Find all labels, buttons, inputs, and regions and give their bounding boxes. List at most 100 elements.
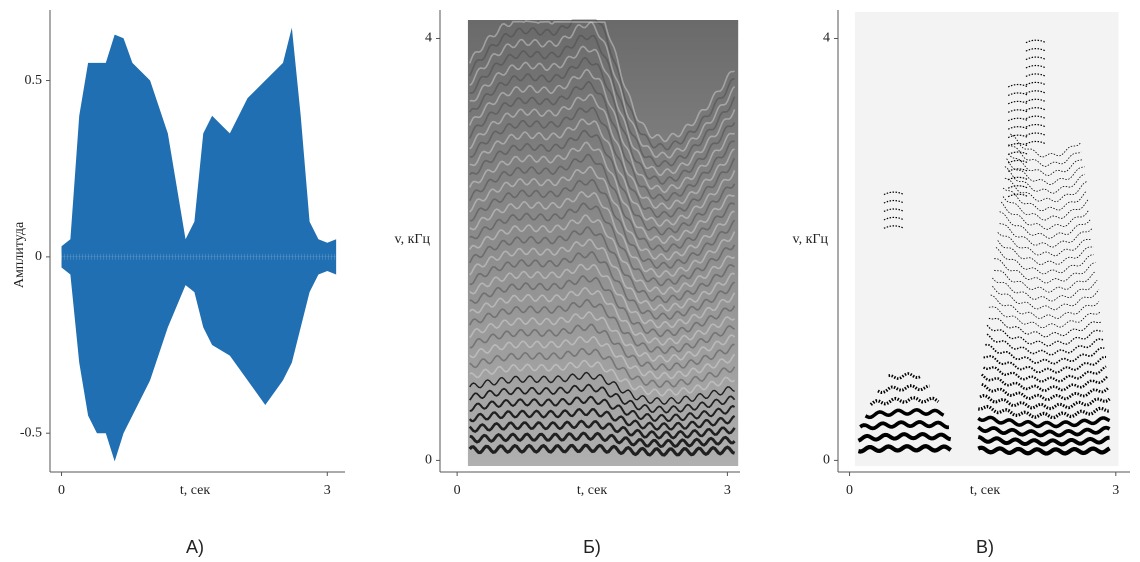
waveform-envelope <box>61 27 337 257</box>
spectrogram-harmonic <box>469 56 736 185</box>
spectrogram-harmonic <box>469 263 736 329</box>
binary-blob <box>1007 142 1029 147</box>
binary-harmonic <box>977 445 1111 456</box>
binary-harmonic <box>979 394 1111 411</box>
binary-blob <box>1025 56 1047 61</box>
spectrogram-harmonic <box>469 21 736 159</box>
spectrogram-harmonic <box>469 359 736 397</box>
binary-harmonic <box>864 407 945 420</box>
binary-harmonic <box>981 383 1109 402</box>
spectrogram-harmonic <box>469 251 736 321</box>
binary-blob <box>1007 92 1029 96</box>
x-axis-label: t, сек <box>970 483 1000 498</box>
spectrogram-harmonic <box>469 323 735 371</box>
x-tick-label: 0 <box>58 483 65 498</box>
binary-blob <box>1025 90 1047 94</box>
binary-blob <box>1007 151 1029 156</box>
binary-harmonic <box>990 294 1100 319</box>
y-tick-label: 0.5 <box>25 73 43 88</box>
binary-harmonic <box>997 240 1094 265</box>
binary-blob <box>1025 73 1047 77</box>
y-tick-label: 4 <box>425 31 432 46</box>
x-tick-label: 3 <box>1112 483 1119 498</box>
spectrogram-harmonic <box>469 238 735 312</box>
spectrogram-harmonic <box>468 419 736 440</box>
binary-harmonic <box>1010 133 1082 158</box>
binary-blob <box>883 225 905 229</box>
spectrogram-harmonic <box>469 165 735 261</box>
spectrogram-harmonic <box>469 311 736 363</box>
binary-harmonic <box>986 324 1103 347</box>
binary-blob <box>1025 140 1047 145</box>
spectrogram-harmonic <box>469 214 735 295</box>
binary-blob <box>1025 123 1047 128</box>
binary-blob <box>1025 39 1047 44</box>
binary-harmonic <box>977 434 1110 447</box>
spectrogram-harmonic <box>469 118 736 227</box>
binary-blob <box>883 208 905 213</box>
spectrogram-harmonic <box>469 395 736 422</box>
binary-blob <box>1025 98 1047 103</box>
binary-harmonic <box>1008 153 1084 176</box>
binary-blob <box>1025 115 1047 120</box>
binary-harmonic <box>980 373 1109 392</box>
binary-blob <box>883 191 905 196</box>
binary-blob <box>1025 107 1047 111</box>
binary-blob <box>1007 100 1029 105</box>
binary-blob <box>1007 176 1029 181</box>
binary-harmonic <box>1000 201 1089 230</box>
binary-harmonic <box>877 384 930 394</box>
spectrogram-harmonic <box>469 129 736 236</box>
binary-blob <box>1025 132 1047 137</box>
spectrogram-harmonic <box>469 153 735 253</box>
binary-blob <box>1007 193 1029 198</box>
binary-harmonic <box>1002 196 1089 221</box>
waveform-envelope <box>61 256 337 462</box>
spectrogram-harmonic <box>469 275 736 338</box>
binary-harmonic <box>986 333 1105 356</box>
y-tick-label: 0 <box>35 249 42 264</box>
y-tick-label: 4 <box>823 31 830 46</box>
panel-label: В) <box>976 537 994 557</box>
binary-harmonic <box>988 317 1101 338</box>
spectrogram-harmonic <box>469 286 736 346</box>
binary-blob <box>1007 117 1029 122</box>
binary-blob <box>1007 109 1029 113</box>
spectrogram-harmonic <box>469 141 735 245</box>
binary-blob <box>1007 126 1029 130</box>
spectrogram-harmonic <box>469 431 736 449</box>
binary-harmonic <box>992 285 1100 311</box>
spectrogram-harmonic <box>469 106 736 219</box>
spectrogram-harmonic <box>469 202 736 287</box>
binary-blob <box>883 216 905 221</box>
binary-harmonic <box>992 277 1098 302</box>
binary-harmonic <box>999 211 1091 239</box>
spectrogram-harmonic <box>469 190 736 278</box>
y-axis-label: v, кГц <box>793 232 829 247</box>
spectrogram-harmonic <box>469 347 736 388</box>
binary-harmonic <box>994 258 1096 284</box>
y-tick-label: 0 <box>823 453 830 468</box>
spectrogram-harmonic <box>469 371 735 406</box>
spectrogram-harmonic <box>468 443 736 457</box>
binary-harmonic <box>1006 158 1085 185</box>
binary-harmonic <box>994 269 1096 293</box>
spectrogram-harmonic <box>468 20 735 143</box>
spectrogram-harmonic <box>469 19 735 151</box>
panel-label: Б) <box>583 537 601 557</box>
binary-harmonic <box>857 444 952 454</box>
y-axis-label: v, кГц <box>395 232 431 247</box>
spectrogram-harmonic <box>469 226 735 304</box>
binary-blob <box>1025 64 1047 69</box>
x-tick-label: 3 <box>324 483 331 498</box>
binary-blob <box>1007 83 1029 88</box>
panel-label: А) <box>186 537 204 557</box>
x-tick-label: 0 <box>846 483 853 498</box>
spectrogram-harmonic <box>469 178 736 269</box>
x-axis-label: t, сек <box>180 483 210 498</box>
y-axis-label: Амплитуда <box>12 221 27 288</box>
binary-harmonic <box>857 432 952 443</box>
y-tick-label: -0.5 <box>20 425 42 440</box>
binary-harmonic <box>999 223 1093 248</box>
